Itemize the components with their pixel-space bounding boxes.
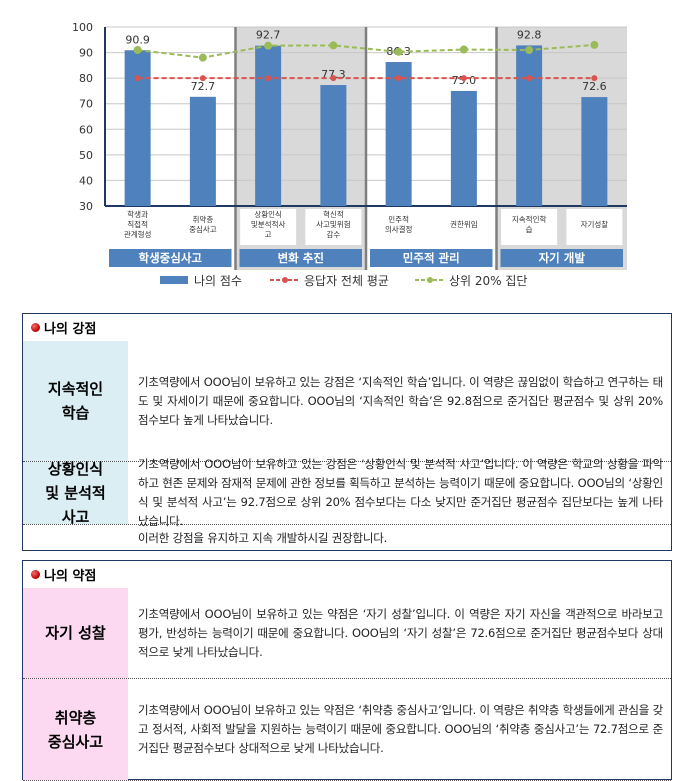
strength-row: 상황인식 및 분석적 사고 기초역량에서 OOO님이 보유하고 있는 강점은 ‘… xyxy=(23,457,671,528)
series-line xyxy=(137,43,595,59)
strength-label: 지속적인 학습 xyxy=(23,341,128,461)
score-chart: 3040506070809010090.972.792.777.386.375.… xyxy=(72,21,627,288)
category-box xyxy=(240,209,297,245)
strength-footer: 이러한 강점을 유지하고 지속 개발하시길 권장합니다. xyxy=(138,530,388,545)
legend-label: 나의 점수 xyxy=(194,274,242,288)
series-point xyxy=(134,75,141,82)
weakness-label: 자기 성찰 xyxy=(23,588,128,678)
legend-label: 상위 20% 집단 xyxy=(449,274,527,288)
legend-marker xyxy=(282,277,288,283)
weaknesses-title: 나의 약점 xyxy=(44,569,97,584)
y-tick-label: 100 xyxy=(72,21,93,34)
bullet-icon xyxy=(31,323,40,332)
weakness-text: 기초역량에서 OOO님이 보유하고 있는 약점은 ‘취약층 중심사고’입니다. … xyxy=(138,703,663,755)
strengths-header: 나의 강점 xyxy=(23,314,671,341)
series-point xyxy=(330,75,337,82)
category-box xyxy=(370,209,427,245)
series-point xyxy=(198,53,207,62)
category-box xyxy=(305,209,362,245)
group-label: 민주적 관리 xyxy=(403,251,460,265)
y-tick-label: 60 xyxy=(79,123,93,136)
series-point xyxy=(265,75,272,82)
bar xyxy=(255,45,282,206)
bar xyxy=(124,50,151,206)
series-point xyxy=(199,75,206,82)
bar xyxy=(320,85,347,206)
weakness-label: 취약층 중심사고 xyxy=(23,679,128,780)
strengths-panel: 나의 강점 지속적인 학습 기초역량에서 OOO님이 보유하고 있는 강점은 ‘… xyxy=(22,313,672,551)
category-label: 권한위임 xyxy=(450,220,478,229)
group-label-box xyxy=(500,249,623,267)
series-point xyxy=(590,40,599,49)
category-box xyxy=(566,209,623,245)
bar xyxy=(189,96,216,206)
group-label: 학생중심사고 xyxy=(139,251,203,265)
strengths-title: 나의 강점 xyxy=(44,322,97,337)
group-label-box xyxy=(109,249,232,267)
category-label: 학생과 직접적 관계형성 xyxy=(124,209,152,239)
bar xyxy=(516,45,543,206)
legend-label: 응답자 전체 평균 xyxy=(304,274,389,288)
strength-label: 상황인식 및 분석적 사고 xyxy=(23,460,128,526)
strength-row: 지속적인 학습 기초역량에서 OOO님이 보유하고 있는 강점은 ‘지속적인 학… xyxy=(23,341,671,461)
group-label: 변화 추진 xyxy=(278,251,324,265)
category-label: 취약층 중심사고 xyxy=(189,214,217,234)
series-point xyxy=(394,47,403,56)
series-point xyxy=(525,46,534,55)
bar-value-label: 90.9 xyxy=(125,33,150,46)
group-label-box xyxy=(239,249,362,267)
bullet-icon xyxy=(31,570,40,579)
series-point xyxy=(133,46,142,55)
y-tick-label: 90 xyxy=(79,47,93,60)
category-label: 상황인식 및분석적사 고 xyxy=(251,209,286,239)
bar-value-label: 92.7 xyxy=(256,29,281,42)
y-tick-label: 30 xyxy=(79,200,93,213)
weakness-row: 자기 성찰 기초역량에서 OOO님이 보유하고 있는 약점은 ‘자기 성찰’입니… xyxy=(23,588,671,678)
bar xyxy=(385,62,412,207)
weakness-text: 기초역량에서 OOO님이 보유하고 있는 약점은 ‘자기 성찰’입니다. 이 역… xyxy=(138,606,663,659)
series-point xyxy=(264,41,273,50)
bar-value-label: 92.8 xyxy=(517,28,542,41)
y-tick-label: 70 xyxy=(79,98,93,111)
empty-cell xyxy=(23,525,128,551)
series-point xyxy=(395,75,402,82)
y-tick-label: 80 xyxy=(79,72,93,85)
series-point xyxy=(591,75,598,82)
legend-marker xyxy=(427,277,433,283)
bar-value-label: 72.7 xyxy=(191,80,216,93)
weakness-row: 취약층 중심사고 기초역량에서 OOO님이 보유하고 있는 약점은 ‘취약층 중… xyxy=(23,678,671,781)
bar xyxy=(450,90,477,206)
series-point xyxy=(460,75,467,82)
series-point xyxy=(526,75,533,82)
category-label: 민주적 의사결정 xyxy=(385,214,413,234)
weaknesses-panel: 나의 약점 자기 성찰 기초역량에서 OOO님이 보유하고 있는 약점은 ‘자기… xyxy=(22,560,672,781)
strength-text: 기초역량에서 OOO님이 보유하고 있는 강점은 ‘지속적인 학습’입니다. 이… xyxy=(138,374,663,427)
series-point xyxy=(329,41,338,50)
weaknesses-header: 나의 약점 xyxy=(23,561,671,588)
category-box xyxy=(109,209,166,245)
category-label: 지속적인학 습 xyxy=(512,214,547,234)
strength-text: 기초역량에서 OOO님이 보유하고 있는 강점은 ‘상황인식 및 분석적 사고’… xyxy=(138,457,663,528)
bar xyxy=(581,97,608,206)
group-label: 자기 개발 xyxy=(539,251,586,265)
strength-footer-row: 이러한 강점을 유지하고 지속 개발하시길 권장합니다. xyxy=(23,524,671,551)
category-box xyxy=(174,209,231,245)
category-label: 혁신적 사고및위험 감수 xyxy=(316,209,351,239)
bar-value-label: 72.6 xyxy=(582,80,607,93)
category-box xyxy=(435,209,492,245)
y-tick-label: 40 xyxy=(79,174,93,187)
y-tick-label: 50 xyxy=(79,149,93,162)
category-label: 자기성찰 xyxy=(581,219,609,229)
series-point xyxy=(459,45,468,54)
group-label-box xyxy=(370,249,493,267)
legend-swatch xyxy=(160,276,188,284)
category-box xyxy=(501,209,558,245)
